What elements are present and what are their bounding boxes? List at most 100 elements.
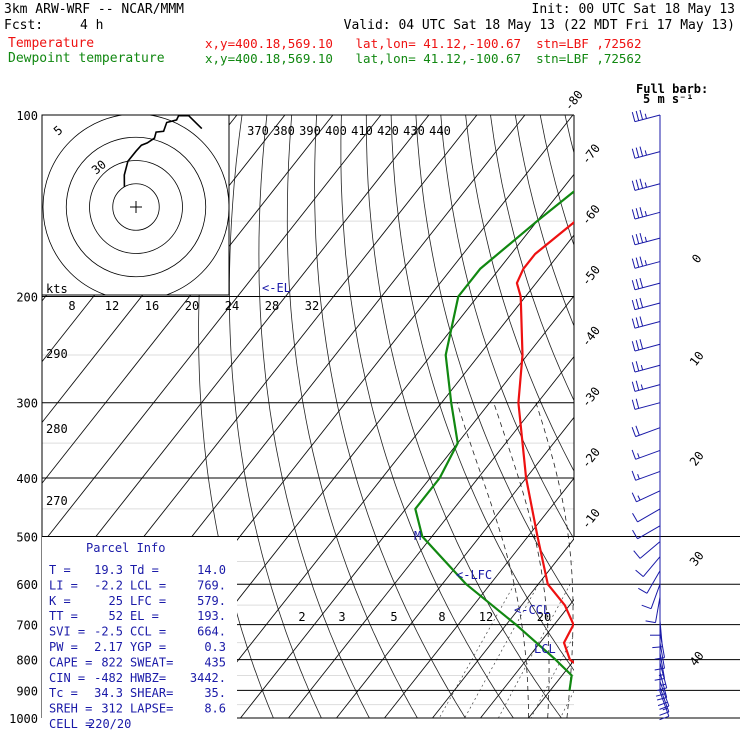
parcel-key: T = bbox=[49, 563, 71, 577]
parcel-value: 435 bbox=[204, 655, 226, 669]
wind-barb-flag bbox=[659, 715, 670, 721]
hodograph-scale-label: 24 bbox=[225, 299, 239, 313]
height-label: 270 bbox=[46, 494, 68, 508]
mixing-ratio-label: 12 bbox=[479, 610, 493, 624]
hodograph-scale-label: 32 bbox=[305, 299, 319, 313]
wind-barb bbox=[634, 261, 661, 269]
hodograph-scale-label: 20 bbox=[185, 299, 199, 313]
mixing-ratio-line bbox=[599, 584, 665, 718]
wind-barb-flag bbox=[640, 384, 644, 390]
hodograph-scale-label: 8 bbox=[68, 299, 75, 313]
wind-barb-flag bbox=[635, 317, 640, 328]
temperature-tick-label: 20 bbox=[687, 449, 707, 469]
wind-barb-flag bbox=[635, 425, 640, 436]
temperature-tick-label: -50 bbox=[579, 263, 603, 289]
parcel-value: 664. bbox=[197, 625, 226, 639]
wind-barb-flag bbox=[631, 362, 636, 373]
wind-barb-flag bbox=[635, 569, 644, 577]
wind-barb-flag bbox=[631, 280, 636, 290]
wind-barb-flag bbox=[635, 278, 640, 289]
wind-barb bbox=[659, 687, 670, 713]
wind-barb-flag bbox=[656, 697, 667, 701]
temperature-location: x,y=400.18,569.10 lat,lon= 41.12,-100.67… bbox=[205, 36, 642, 51]
parcel-key: HWBZ= bbox=[130, 671, 166, 685]
temperature-tick-label: -20 bbox=[579, 445, 603, 471]
pressure-tick-label: 800 bbox=[16, 654, 38, 668]
wind-barb bbox=[639, 541, 661, 559]
wind-barb-flag bbox=[635, 110, 640, 121]
hodograph-rings bbox=[42, 115, 229, 295]
height-label: 280 bbox=[46, 422, 68, 436]
theta-label: 420 bbox=[377, 124, 399, 138]
lfc-marker: <-LFC bbox=[456, 568, 492, 582]
wind-barb-flag bbox=[662, 707, 668, 711]
wind-barb-flag bbox=[635, 233, 640, 244]
wind-barb-flag bbox=[635, 208, 640, 219]
pressure-tick-label: 500 bbox=[16, 530, 38, 544]
wind-barb-flag bbox=[639, 339, 644, 350]
wind-barb-flag bbox=[631, 341, 636, 352]
pressure-tick-label: 900 bbox=[16, 684, 38, 698]
forecast-hours: 4 h bbox=[80, 18, 104, 33]
parcel-value: -2.5 bbox=[94, 625, 123, 639]
wind-barb bbox=[635, 470, 661, 481]
theta-label: 370 bbox=[247, 124, 269, 138]
wind-barb bbox=[659, 652, 665, 679]
parcel-value: 19.3 bbox=[94, 563, 123, 577]
parcel-value: 25 bbox=[109, 594, 123, 608]
isotherm bbox=[288, 355, 574, 719]
dewpoint-location: x,y=400.18,569.10 lat,lon= 41.12,-100.67… bbox=[205, 51, 642, 66]
parcel-value: 2.17 bbox=[94, 640, 123, 654]
theta-label: 410 bbox=[351, 124, 373, 138]
wind-barb bbox=[634, 384, 661, 392]
wind-barb bbox=[646, 570, 661, 594]
dewpoint-legend: Dewpoint temperature bbox=[8, 51, 165, 66]
theta-label: 400 bbox=[325, 124, 347, 138]
temperature-tick-label: -10 bbox=[579, 506, 603, 532]
parcel-key: SWEAT= bbox=[130, 655, 173, 669]
parcel-value: 8.6 bbox=[204, 702, 226, 716]
isotherm bbox=[42, 115, 430, 606]
wind-barb bbox=[659, 681, 670, 707]
lcl-marker: LCL bbox=[534, 642, 556, 656]
wind-barb-flag bbox=[656, 687, 667, 691]
dry-adiabat bbox=[229, 115, 322, 719]
hodograph-scale-label: 12 bbox=[105, 299, 119, 313]
hodograph-scale-label: 16 bbox=[145, 299, 159, 313]
parcel-value: 220/20 bbox=[88, 717, 131, 731]
isotherm bbox=[625, 115, 740, 718]
isotherm bbox=[480, 598, 574, 719]
parcel-key: LI = bbox=[49, 578, 78, 592]
temperature-tick-label: -60 bbox=[579, 202, 603, 228]
wind-barb-flag bbox=[631, 381, 636, 392]
wind-barb-flag bbox=[638, 587, 648, 594]
wind-barb-flag bbox=[639, 146, 644, 157]
isotherm bbox=[42, 115, 382, 545]
wind-barb bbox=[637, 508, 661, 523]
parcel-key: PW = bbox=[49, 640, 78, 654]
dry-adiabat bbox=[365, 115, 562, 719]
temperature-tick-label: 30 bbox=[687, 549, 707, 569]
init-time: Init: 00 UTC Sat 18 May 13 bbox=[531, 2, 736, 17]
wind-barb-flag bbox=[635, 179, 640, 190]
temperature-curve bbox=[515, 220, 574, 665]
wind-barb-flag bbox=[631, 235, 636, 245]
dry-adiabat bbox=[490, 115, 574, 402]
parcel-key: CCL = bbox=[130, 625, 166, 639]
dry-adiabat bbox=[415, 115, 574, 606]
wind-barb-flag bbox=[637, 495, 641, 501]
wind-barb-flag bbox=[631, 148, 636, 159]
parcel-value: 0.3 bbox=[204, 640, 226, 654]
dry-adiabat bbox=[390, 115, 574, 672]
wind-barb-flag bbox=[631, 318, 636, 329]
parcel-value: 193. bbox=[197, 609, 226, 623]
wind-barb bbox=[659, 642, 665, 669]
parcel-key: LFC = bbox=[130, 594, 166, 608]
wind-barb-flag bbox=[637, 474, 640, 480]
wind-barb-flag bbox=[639, 232, 644, 243]
mixing-ratio-label: 8 bbox=[438, 610, 445, 624]
mixing-ratio-label: 2 bbox=[298, 610, 305, 624]
temperature-tick-label: 0 bbox=[689, 252, 704, 266]
hodograph-scale-unit: kts bbox=[46, 282, 68, 296]
wind-barb-flag bbox=[644, 236, 647, 242]
